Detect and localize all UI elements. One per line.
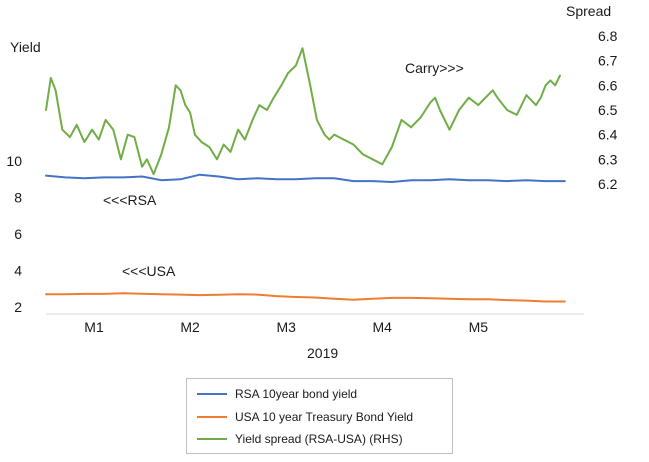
series-line-0 (45, 173, 566, 183)
right-tick-label: 6.4 (598, 127, 618, 143)
left-tick-label: 10 (6, 153, 22, 169)
x-axis-title: 2019 (307, 345, 338, 361)
right-tick-label: 6.6 (598, 77, 618, 93)
legend-label-rsa: RSA 10year bond yield (235, 387, 358, 401)
legend-item-spread: Yield spread (RSA-USA) (RHS) (197, 430, 403, 448)
legend: RSA 10year bond yield USA 10 year Treasu… (186, 378, 453, 454)
x-tick-label: M3 (276, 319, 296, 335)
legend-swatch-usa (197, 416, 227, 418)
annotation-carry: Carry>>> (405, 60, 464, 76)
x-tick-label: M2 (180, 319, 200, 335)
left-tick-label: 2 (14, 299, 22, 315)
legend-item-usa: USA 10 year Treasury Bond Yield (197, 408, 413, 426)
right-tick-label: 6.7 (598, 53, 618, 69)
annotation-usa: <<<USA (122, 263, 176, 279)
left-tick-label: 8 (14, 190, 22, 206)
legend-swatch-spread (197, 438, 227, 440)
right-axis-title: Spread (566, 3, 611, 19)
left-tick-label: 6 (14, 226, 22, 242)
left-axis-title: Yield (10, 39, 41, 55)
legend-label-usa: USA 10 year Treasury Bond Yield (235, 410, 414, 424)
series-line-1 (45, 292, 566, 303)
x-tick-label: M4 (373, 319, 393, 335)
annotation-rsa: <<<RSA (103, 192, 157, 208)
legend-swatch-rsa (197, 393, 227, 395)
right-tick-label: 6.5 (598, 102, 618, 118)
series-line-2 (45, 47, 561, 176)
right-tick-label: 6.2 (598, 176, 618, 192)
legend-label-spread: Yield spread (RSA-USA) (RHS) (235, 432, 403, 446)
left-tick-label: 4 (14, 263, 22, 279)
x-tick-label: M5 (469, 319, 489, 335)
right-tick-label: 6.3 (598, 151, 618, 167)
legend-item-rsa: RSA 10year bond yield (197, 385, 357, 403)
x-tick-label: M1 (84, 319, 104, 335)
right-tick-label: 6.8 (598, 28, 618, 44)
